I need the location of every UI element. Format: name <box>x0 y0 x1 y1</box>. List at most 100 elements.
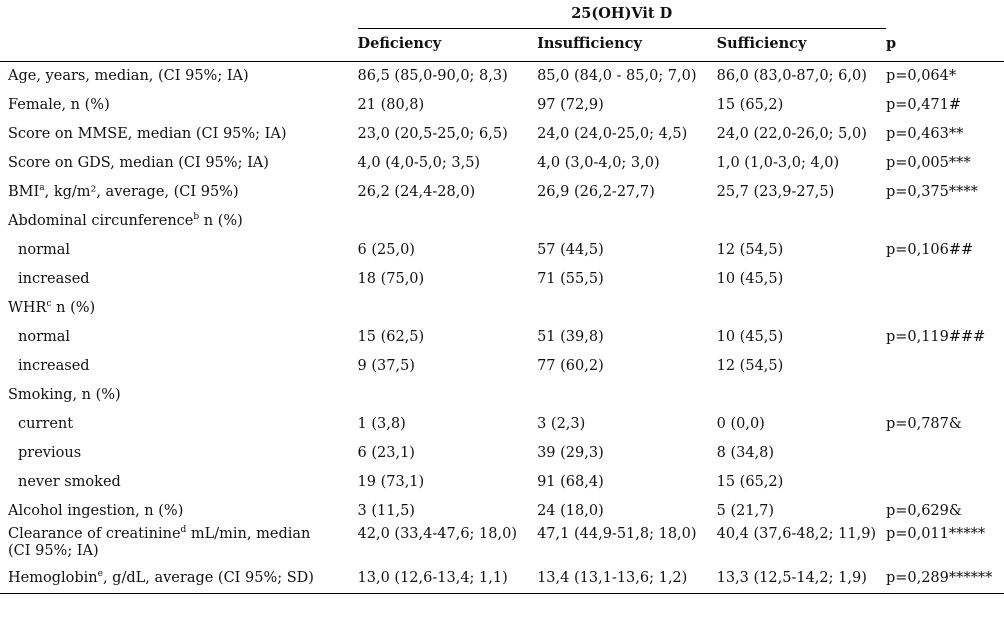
cell-p-value <box>886 294 1004 323</box>
row-label: normal <box>0 236 358 265</box>
column-header-insufficiency: Insufficiency <box>537 28 717 62</box>
footnote-marker: c <box>46 299 52 310</box>
row-label: Hemoglobine, g/dL, average (CI 95%; SD) <box>0 564 358 594</box>
row-label-text: previous <box>18 445 82 461</box>
cell-insufficiency: 13,4 (13,1-13,6; 1,2) <box>537 564 717 594</box>
row-label-text: increased <box>18 271 90 287</box>
row-label-text: normal <box>18 329 71 345</box>
row-label-suffix: mL/min, median <box>186 526 311 542</box>
cell-sufficiency <box>717 294 886 323</box>
cell-insufficiency: 24,0 (24,0-25,0; 4,5) <box>537 126 688 142</box>
row-label: previous <box>0 439 358 468</box>
table-body: Age, years, median, (CI 95%; IA) 86,5 (85… <box>0 61 1004 594</box>
row-label: WHRc n (%) <box>0 294 358 323</box>
cell-deficiency: 3 (11,5) <box>357 503 415 519</box>
cell-deficiency: 21 (80,8) <box>357 97 425 113</box>
table-row: WHRc n (%) <box>0 294 1004 323</box>
table-row: Score on GDS, median (CI 95%; IA) 4,0 (4,… <box>0 149 1004 178</box>
column-header-row: Deficiency Insufficiency Sufficiency p <box>0 28 1004 62</box>
cell-p-value <box>886 207 1004 236</box>
cell-p-value: p=0,106## <box>885 242 974 258</box>
cell-insufficiency: 24 (18,0) <box>537 503 604 519</box>
row-label-text: BMI <box>8 184 40 200</box>
cell-insufficiency: 47,1 (44,9-51,8; 18,0) <box>537 526 697 542</box>
table-row: normal 6 (25,0) 57 (44,5) 12 (54,5) p=0,106#… <box>0 236 1004 265</box>
cell-p-value <box>886 352 1004 381</box>
cell-sufficiency: 24,0 (22,0-26,0; 5,0) <box>716 126 867 142</box>
row-label: Clearance of creatinined mL/min, median (… <box>0 526 358 564</box>
cell-sufficiency: 10 (45,5) <box>716 329 784 345</box>
cell-sufficiency: 12 (54,5) <box>716 358 784 374</box>
row-label: current <box>0 410 358 439</box>
footnote-marker: d <box>180 525 187 536</box>
row-label-text: Abdominal circunference <box>8 213 194 229</box>
cell-p-value: p=0,463** <box>885 126 964 142</box>
row-label: Alcohol ingestion, n (%) <box>0 497 358 526</box>
cell-p-value <box>886 439 1004 468</box>
cell-deficiency: 23,0 (20,5-25,0; 6,5) <box>357 126 508 142</box>
cell-insufficiency: 3 (2,3) <box>537 416 586 432</box>
row-label-text: Smoking, n (%) <box>8 387 121 403</box>
cell-deficiency: 9 (37,5) <box>357 358 415 374</box>
row-label: increased <box>0 265 358 294</box>
table-row: BMIa, kg/m², average, (CI 95%) 26,2 (24,4… <box>0 178 1004 207</box>
cell-deficiency: 4,0 (4,0-5,0; 3,5) <box>357 155 481 171</box>
row-label: Abdominal circunferenceb n (%) <box>0 207 358 236</box>
cell-insufficiency: 91 (68,4) <box>537 474 604 490</box>
cell-insufficiency: 97 (72,9) <box>537 97 604 113</box>
cell-p-value: p=0,375**** <box>885 184 978 200</box>
row-label: normal <box>0 323 358 352</box>
cell-p-value: p=0,289****** <box>885 564 1004 594</box>
table-row: Smoking, n (%) <box>0 381 1004 410</box>
cell-sufficiency: 86,0 (83,0-87,0; 6,0) <box>716 61 886 91</box>
row-label: Score on GDS, median (CI 95%; IA) <box>0 149 358 178</box>
cell-p-value: p=0,064* <box>885 61 1004 91</box>
table-row: previous 6 (23,1) 39 (29,3) 8 (34,8) <box>0 439 1004 468</box>
cell-p-value <box>886 381 1004 410</box>
table-row: Female, n (%) 21 (80,8) 97 (72,9) 15 (65,2)… <box>0 91 1004 120</box>
cell-deficiency: 26,2 (24,4-28,0) <box>357 184 476 200</box>
row-label: Score on MMSE, median (CI 95%; IA) <box>0 120 358 149</box>
cell-insufficiency <box>537 381 717 410</box>
cell-sufficiency <box>717 381 886 410</box>
table-row: Age, years, median, (CI 95%; IA) 86,5 (85… <box>0 61 1004 91</box>
table-row: never smoked 19 (73,1) 91 (68,4) 15 (65,2) <box>0 468 1004 497</box>
row-label-text: WHR <box>8 300 47 316</box>
row-label-text: Clearance of creatinine <box>8 526 181 542</box>
cell-deficiency: 19 (73,1) <box>357 474 425 490</box>
cell-sufficiency: 40,4 (37,6-48,2; 11,9) <box>716 526 877 542</box>
cell-sufficiency: 8 (34,8) <box>716 445 775 461</box>
footnote-marker: e <box>97 569 103 580</box>
row-label-text: current <box>18 416 74 432</box>
cell-sufficiency: 1,0 (1,0-3,0; 4,0) <box>716 155 840 171</box>
cell-sufficiency: 15 (65,2) <box>716 97 784 113</box>
cell-deficiency: 6 (23,1) <box>357 445 415 461</box>
table-row: normal 15 (62,5) 51 (39,8) 10 (45,5) p=0,119… <box>0 323 1004 352</box>
cell-insufficiency <box>537 294 717 323</box>
cell-sufficiency: 5 (21,7) <box>716 503 775 519</box>
cell-p-value <box>886 265 1004 294</box>
row-label-text: never smoked <box>18 474 121 490</box>
row-label: BMIa, kg/m², average, (CI 95%) <box>0 178 358 207</box>
cell-sufficiency: 15 (65,2) <box>716 474 784 490</box>
cell-deficiency <box>358 294 538 323</box>
cell-sufficiency: 13,3 (12,5-14,2; 1,9) <box>716 564 886 594</box>
row-label: Female, n (%) <box>0 91 358 120</box>
cell-deficiency: 86,5 (85,0-90,0; 8,3) <box>357 61 538 91</box>
cell-insufficiency: 26,9 (26,2-27,7) <box>537 184 655 200</box>
column-header-sufficiency: Sufficiency <box>716 28 886 62</box>
column-header-p: p <box>885 28 1004 62</box>
cell-sufficiency: 12 (54,5) <box>716 242 784 258</box>
row-label-suffix: , kg/m², average, (CI 95%) <box>44 184 239 200</box>
cell-p-value: p=0,011***** <box>885 526 986 542</box>
group-header: 25(OH)Vit D <box>357 0 886 29</box>
row-label: increased <box>0 352 358 381</box>
cell-insufficiency: 77 (60,2) <box>537 358 604 374</box>
cell-p-value <box>886 468 1004 497</box>
cell-p-value: p=0,119### <box>885 329 986 345</box>
cell-sufficiency <box>717 207 886 236</box>
cell-p-value: p=0,005*** <box>885 155 971 171</box>
row-label: Smoking, n (%) <box>0 381 358 410</box>
table-row: Score on MMSE, median (CI 95%; IA) 23,0 (… <box>0 120 1004 149</box>
